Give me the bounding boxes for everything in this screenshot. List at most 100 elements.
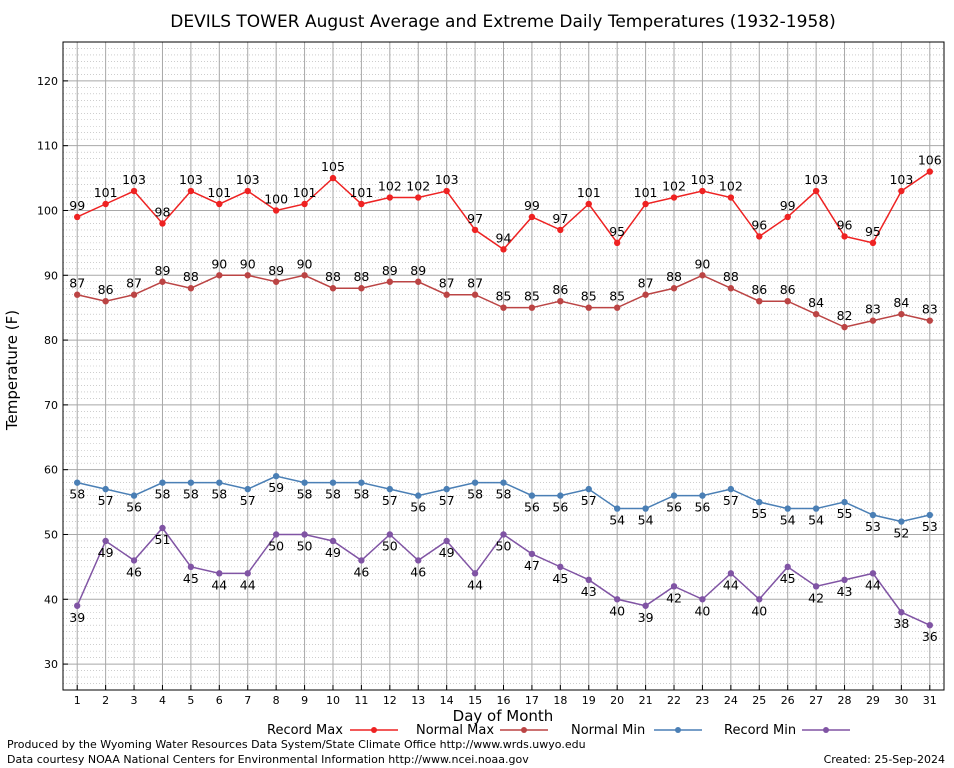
footer-data-source: Data courtesy NOAA National Centers for …	[7, 753, 529, 766]
legend-item-normal-max: Normal Max	[416, 723, 548, 738]
data-point	[358, 479, 365, 486]
data-label: 47	[524, 558, 540, 573]
data-point	[415, 557, 422, 564]
data-label: 36	[922, 629, 938, 644]
data-point	[272, 531, 280, 538]
data-label: 101	[207, 185, 231, 200]
legend: Record Max Normal Max Normal Min Record …	[267, 723, 850, 738]
data-label: 103	[691, 172, 715, 187]
data-point	[898, 187, 905, 195]
data-point	[841, 498, 848, 506]
data-label: 87	[439, 276, 455, 291]
data-point	[272, 472, 280, 480]
data-point	[585, 485, 592, 493]
data-label: 39	[638, 610, 654, 625]
data-label: 49	[325, 545, 341, 560]
data-label: 89	[268, 263, 284, 278]
data-point	[74, 602, 81, 609]
data-label: 87	[467, 276, 483, 291]
data-label: 89	[410, 263, 426, 278]
data-label: 53	[865, 519, 881, 534]
data-label: 101	[349, 185, 373, 200]
y-tick-label: 50	[44, 528, 58, 541]
data-label: 106	[918, 153, 942, 168]
data-point	[130, 492, 138, 499]
x-tick-label: 11	[354, 694, 368, 707]
data-point	[102, 298, 109, 305]
data-point	[869, 317, 877, 324]
data-point	[613, 505, 621, 512]
data-point	[415, 492, 422, 499]
y-tick-label: 70	[44, 399, 58, 412]
data-point	[613, 239, 621, 247]
data-point	[642, 200, 649, 208]
x-tick-label: 14	[440, 694, 454, 707]
legend-label: Normal Max	[416, 723, 494, 738]
data-point	[443, 537, 450, 545]
data-label: 85	[496, 289, 512, 304]
data-point	[187, 285, 195, 292]
data-point	[812, 310, 820, 318]
data-point	[386, 278, 394, 285]
data-point	[784, 505, 791, 512]
x-tick-label: 21	[639, 694, 653, 707]
data-point	[272, 278, 280, 285]
data-label: 40	[751, 603, 767, 618]
data-point	[301, 200, 308, 208]
data-point	[557, 226, 564, 234]
data-label: 87	[126, 276, 142, 291]
data-point	[329, 174, 337, 182]
data-point	[74, 479, 81, 486]
x-tick-label: 26	[781, 694, 795, 707]
data-label: 58	[183, 487, 199, 502]
data-point	[187, 187, 195, 195]
x-tick-label: 16	[497, 694, 511, 707]
data-label: 49	[439, 545, 455, 560]
data-label: 50	[496, 538, 512, 553]
data-label: 86	[751, 282, 767, 297]
data-label: 84	[893, 295, 909, 310]
data-label: 101	[634, 185, 658, 200]
y-tick-label: 40	[44, 593, 58, 606]
data-point	[613, 596, 621, 603]
data-label: 94	[496, 230, 512, 245]
x-tick-label: 1	[74, 694, 81, 707]
data-point	[216, 479, 223, 486]
y-tick-label: 80	[44, 334, 58, 347]
data-label: 97	[467, 211, 483, 226]
data-point	[727, 485, 735, 493]
x-tick-label: 15	[468, 694, 482, 707]
data-point	[74, 291, 81, 298]
x-tick-label: 5	[187, 694, 194, 707]
data-point	[869, 511, 877, 519]
data-point	[670, 285, 678, 292]
data-point	[557, 298, 564, 305]
data-point	[301, 531, 308, 538]
data-point	[329, 479, 337, 486]
data-label: 57	[382, 493, 398, 508]
data-label: 95	[865, 224, 881, 239]
data-point	[528, 304, 536, 311]
data-label: 88	[325, 269, 341, 284]
series-record-min: 39 49 46 51 45 44 44 50 50 49 46 50 46 49 44 50 47 45 43 40…	[69, 524, 938, 644]
data-point	[74, 213, 81, 221]
data-point	[500, 304, 507, 311]
x-tick-label: 30	[894, 694, 908, 707]
x-tick-label: 28	[838, 694, 852, 707]
data-point	[244, 272, 251, 279]
data-label: 103	[122, 172, 146, 187]
x-tick-label: 8	[273, 694, 280, 707]
data-label: 89	[155, 263, 171, 278]
data-label: 87	[69, 276, 85, 291]
data-label: 87	[638, 276, 654, 291]
data-point	[216, 272, 223, 279]
data-label: 98	[155, 204, 171, 219]
data-label: 103	[889, 172, 913, 187]
data-label: 105	[321, 159, 345, 174]
data-point	[386, 194, 394, 201]
data-label: 58	[496, 487, 512, 502]
data-point	[471, 479, 479, 486]
legend-swatch-marker	[371, 727, 377, 733]
data-label: 55	[837, 506, 853, 521]
